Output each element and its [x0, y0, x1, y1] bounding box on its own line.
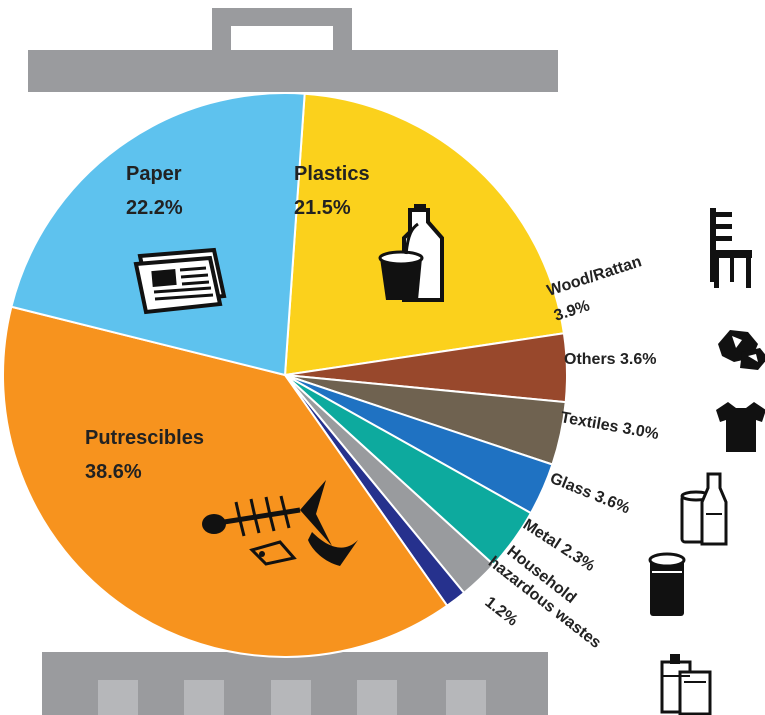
trash-bin-base: [42, 652, 548, 715]
label-glass-value: 3.6%: [592, 488, 632, 517]
glass-jar-and-bottle-icon: [680, 472, 728, 546]
label-paper-name: Paper: [126, 163, 182, 185]
label-others: Others 3.6%: [564, 351, 657, 368]
label-textiles-name: Textiles: [559, 409, 620, 436]
label-putrescibles-value: 38.6%: [85, 461, 142, 483]
chemical-containers-icon: [660, 654, 712, 715]
rubble-icon: [718, 330, 765, 370]
chair-icon: [710, 208, 752, 288]
label-hazardous-value: 1.2%: [482, 594, 521, 630]
label-others-value: 3.6%: [620, 351, 656, 368]
lid-bar: [28, 50, 558, 92]
fish-bones-icon: [202, 480, 358, 566]
base-slot: [184, 680, 224, 715]
base-slot: [446, 680, 486, 715]
base-slot: [357, 680, 397, 715]
lid-handle: [212, 8, 352, 50]
pie-slices: [2, 92, 569, 658]
label-textiles-value: 3.0%: [621, 420, 660, 443]
pie-slice-paper: [10, 92, 306, 377]
metal-can-icon: [648, 552, 686, 616]
label-wood-name: Wood/Rattan: [545, 253, 644, 300]
slice-labels: Paper 22.2% Plastics 21.5% Putrescibles …: [85, 163, 660, 652]
label-metal-value: 2.3%: [558, 541, 598, 575]
label-putrescibles-name: Putrescibles: [85, 427, 204, 449]
label-glass: Glass 3.6%: [548, 470, 633, 517]
label-plastics-value: 21.5%: [294, 197, 351, 219]
base-slot: [98, 680, 138, 715]
newspaper-icon: [133, 247, 227, 315]
pie-slice-putrescibles: [2, 305, 449, 658]
label-others-name: Others: [564, 351, 616, 368]
plastic-bottle-and-bucket-icon: [378, 204, 444, 302]
label-metal-name: Metal: [520, 516, 564, 553]
label-hazardous: Householdhazardous wastes: [485, 538, 616, 652]
trash-bin-lid: [28, 8, 558, 92]
base-slot: [271, 680, 311, 715]
t-shirt-icon: [716, 402, 765, 452]
label-glass-name: Glass: [548, 470, 595, 502]
label-hazardous-name: Householdhazardous wastes: [485, 538, 616, 652]
label-textiles: Textiles 3.0%: [559, 409, 660, 443]
label-plastics-name: Plastics: [294, 163, 370, 185]
label-paper-value: 22.2%: [126, 197, 183, 219]
